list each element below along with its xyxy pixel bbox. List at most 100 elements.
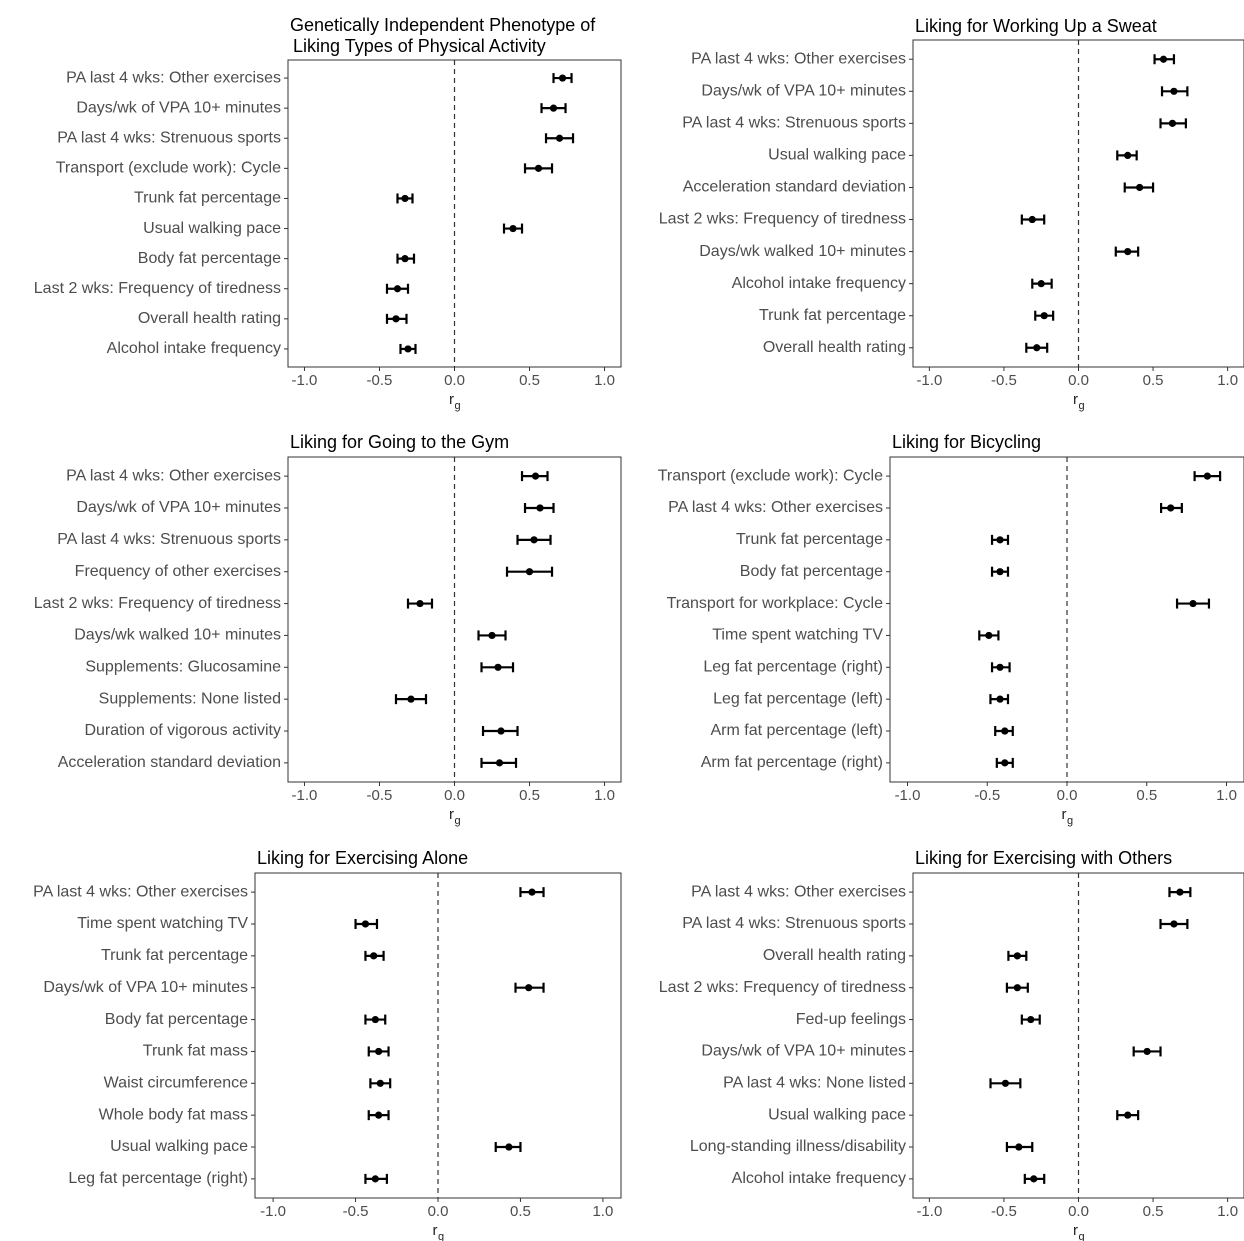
estimate-point [528, 888, 536, 896]
row-label: Transport (exclude work): Cycle [658, 467, 883, 484]
estimate-point [996, 695, 1004, 703]
estimate-point [1013, 952, 1021, 960]
row-label: Waist circumference [104, 1075, 248, 1092]
x-tick-label: -0.5 [991, 1203, 1017, 1220]
x-axis-label: r [1073, 391, 1078, 408]
row-label: Days/wk of VPA 10+ minutes [701, 83, 906, 100]
estimate-point [1001, 759, 1009, 767]
row-label: Days/wk walked 10+ minutes [74, 627, 281, 644]
x-tick-label: -1.0 [916, 1203, 942, 1220]
estimate-point [549, 104, 558, 112]
x-tick-label: -0.5 [367, 787, 393, 804]
row-label: Usual walking pace [768, 1106, 906, 1123]
x-tick-label: -0.5 [991, 372, 1017, 389]
x-tick-label: -0.5 [974, 787, 1000, 804]
row-label: Leg fat percentage (right) [703, 659, 883, 676]
x-tick-label: 1.0 [594, 787, 615, 804]
estimate-point [509, 224, 517, 233]
estimate-point [1176, 888, 1184, 896]
row-label: Supplements: Glucosamine [85, 659, 281, 676]
estimate-point [558, 74, 567, 82]
x-axis-label-subscript: g [454, 400, 460, 412]
x-tick-label: 0.0 [1057, 787, 1078, 804]
x-axis-label-subscript: g [438, 1231, 444, 1241]
estimate-point [996, 663, 1004, 671]
row-label: Acceleration standard deviation [58, 754, 281, 771]
estimate-point [376, 1079, 384, 1087]
panel-title: Liking for Going to the Gym [290, 432, 509, 452]
x-tick-label: -1.0 [292, 372, 318, 389]
x-tick-label: -1.0 [895, 787, 921, 804]
row-label: Long-standing illness/disability [690, 1138, 906, 1155]
estimate-point [1124, 247, 1132, 256]
row-label: PA last 4 wks: None listed [723, 1075, 906, 1092]
row-label: PA last 4 wks: Strenuous sports [682, 915, 906, 932]
estimate-point [525, 568, 534, 576]
row-label: PA last 4 wks: Other exercises [66, 467, 281, 484]
estimate-point [401, 255, 409, 263]
row-label: Alcohol intake frequency [107, 340, 281, 357]
estimate-point [1189, 599, 1197, 608]
row-label: Usual walking pace [143, 220, 281, 237]
estimate-point [393, 285, 402, 293]
x-axis-label: r [1062, 806, 1067, 823]
x-axis-label-subscript: g [1078, 1231, 1084, 1241]
panel-title: Liking Types of Physical Activity [293, 36, 546, 56]
row-label: Days/wk of VPA 10+ minutes [76, 499, 281, 516]
panel-title: Liking for Bicycling [892, 432, 1041, 452]
row-label: Last 2 wks: Frequency of tiredness [659, 979, 906, 996]
row-label: Days/wk of VPA 10+ minutes [701, 1043, 906, 1060]
estimate-point [488, 631, 496, 640]
row-label: Time spent watching TV [712, 627, 883, 644]
row-label: Trunk fat mass [143, 1043, 248, 1060]
row-label: Last 2 wks: Frequency of tiredness [659, 211, 906, 228]
estimate-point [996, 536, 1004, 544]
row-label: Transport for workplace: Cycle [667, 595, 883, 612]
x-tick-label: 0.0 [1068, 1203, 1089, 1220]
estimate-point [531, 472, 540, 480]
x-axis-label: r [433, 1222, 438, 1239]
x-tick-label: 0.0 [428, 1203, 449, 1220]
estimate-point [536, 504, 544, 512]
estimate-point [404, 345, 412, 353]
row-label: Days/wk of VPA 10+ minutes [43, 979, 248, 996]
row-label: Leg fat percentage (right) [68, 1170, 248, 1187]
estimate-point [985, 631, 993, 640]
estimate-point [371, 1175, 379, 1183]
row-label: Acceleration standard deviation [683, 179, 906, 196]
x-axis-label: r [1073, 1222, 1078, 1239]
row-label: Arm fat percentage (right) [701, 754, 883, 771]
row-label: PA last 4 wks: Strenuous sports [57, 531, 281, 548]
row-label: Overall health rating [138, 310, 281, 327]
x-axis-label-subscript: g [454, 815, 460, 827]
estimate-point [1143, 1047, 1151, 1056]
row-label: PA last 4 wks: Strenuous sports [682, 115, 906, 132]
estimate-point [530, 536, 538, 544]
row-label: Time spent watching TV [77, 915, 248, 932]
estimate-point [495, 759, 504, 767]
x-axis-label: r [449, 806, 454, 823]
row-label: PA last 4 wks: Other exercises [33, 883, 248, 900]
estimate-point [407, 695, 415, 703]
x-tick-label: 0.5 [519, 372, 540, 389]
estimate-point [371, 1015, 379, 1024]
row-label: Body fat percentage [105, 1011, 248, 1028]
row-label: PA last 4 wks: Other exercises [668, 499, 883, 516]
estimate-point [525, 984, 533, 992]
x-tick-label: 1.0 [594, 372, 615, 389]
x-tick-label: -0.5 [367, 372, 393, 389]
estimate-point [505, 1143, 513, 1151]
row-label: Last 2 wks: Frequency of tiredness [34, 280, 281, 297]
x-tick-label: 1.0 [1217, 372, 1238, 389]
row-label: Arm fat percentage (left) [710, 722, 883, 739]
estimate-point [1124, 151, 1132, 160]
estimate-point [1136, 183, 1144, 192]
x-tick-label: 1.0 [1216, 787, 1237, 804]
estimate-point [392, 315, 400, 323]
estimate-point [361, 920, 370, 928]
x-tick-label: 0.0 [444, 787, 465, 804]
estimate-point [1159, 55, 1168, 63]
estimate-point [401, 194, 409, 203]
estimate-point [1170, 920, 1178, 928]
